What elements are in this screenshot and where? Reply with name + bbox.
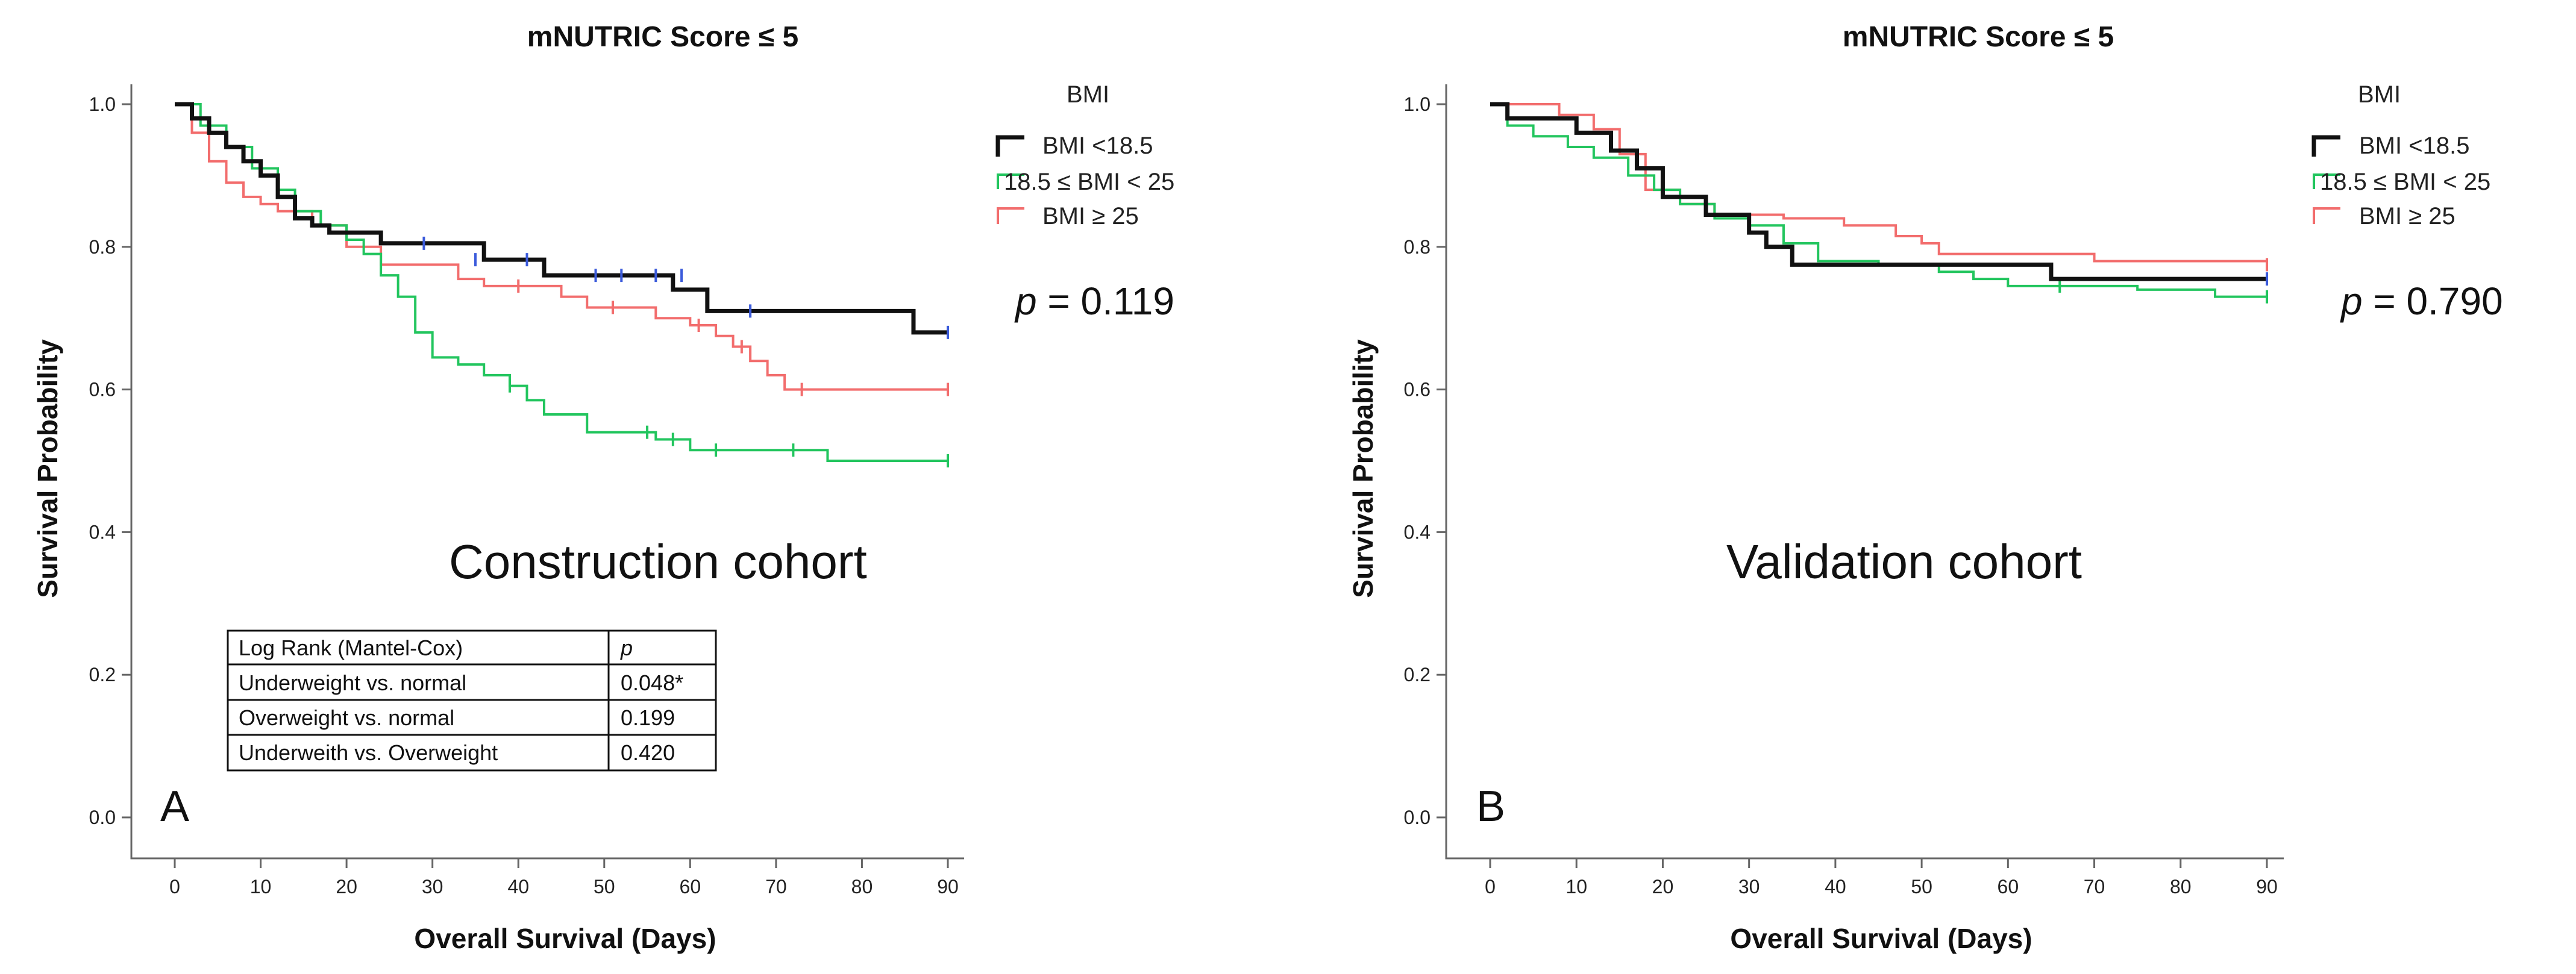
panel-b-y-axis-title: Survival Probability [1347,339,1379,598]
panel-b-cohort-label: Validation cohort [1726,535,2082,588]
x-tick-label: 0 [169,876,180,898]
panel-b-legend-label-normal: 18.5 ≤ BMI < 25 [2320,169,2490,195]
panel-b-x-axis-title: Overall Survival (Days) [1730,923,2032,954]
km-curve-underweight [175,102,948,335]
x-tick-label: 30 [422,876,443,898]
y-tick-label: 0.2 [89,664,116,685]
km-curve-overweight [1490,103,2268,265]
panel-a-legend-swatch-normal [997,173,1024,189]
panel-b-curves [1490,102,2268,304]
panel-b-legend-label-overweight: BMI ≥ 25 [2359,203,2455,229]
panel-a-cohort-label: Construction cohort [449,535,867,588]
y-tick-label: 0.4 [89,521,116,543]
x-tick-label: 50 [594,876,615,898]
x-tick-label: 20 [1652,876,1674,898]
log-rank-table-cell: 0.420 [621,740,675,765]
x-tick-label: 60 [680,876,701,898]
panel-a-ticks: 0 10 20 30 40 50 60 70 80 90 0.0 0.2 0.4 0.6 0.8 1.0 [89,93,959,898]
x-tick-label: 20 [336,876,357,898]
x-tick-label: 10 [250,876,272,898]
log-rank-table-cell: 0.048* [621,670,683,695]
x-tick-label: 90 [937,876,959,898]
x-tick-label: 70 [2084,876,2105,898]
x-tick-label: 80 [2170,876,2192,898]
panel-b-legend-title: BMI [2358,81,2401,108]
panel-b-legend-swatch-normal [2313,173,2340,189]
x-tick-label: 50 [1911,876,1932,898]
km-curve-underweight [1490,102,2267,281]
km-curve-overweight [175,103,948,391]
panel-a-title: mNUTRIC Score ≤ 5 [527,21,798,53]
panel-b-legend-label-underweight: BMI <18.5 [2359,133,2469,159]
panel-b-p-value: p = 0.790 [2340,279,2503,323]
y-tick-label: 0.8 [89,236,116,258]
panel-a-x-axis-title: Overall Survival (Days) [414,923,716,954]
x-tick-label: 40 [1825,876,1846,898]
panel-a-y-axis-title: Survival Probability [32,339,63,598]
y-tick-label: 1.0 [1404,93,1431,115]
log-rank-table-cell: Underweith vs. Overweight [239,740,498,765]
y-tick-label: 0.0 [1404,807,1431,828]
x-tick-label: 10 [1565,876,1587,898]
y-tick-label: 0.0 [89,807,116,828]
panel-b-axes [1445,84,2284,860]
panel-a-legend-label-normal: 18.5 ≤ BMI < 25 [1004,169,1174,195]
panel-a-legend-label-overweight: BMI ≥ 25 [1042,203,1139,229]
x-tick-label: 30 [1738,876,1760,898]
panel-b: mNUTRIC Score ≤ 5 Survival Probability O… [1347,21,2503,954]
panel-b-p-symbol: p [2340,279,2363,323]
panel-a-p-symbol: p [1014,279,1037,323]
log-rank-table-header-p: p [620,635,633,660]
y-tick-label: 0.4 [1404,521,1431,543]
panel-b-legend-swatch-underweight [2311,135,2340,157]
x-tick-label: 0 [1485,876,1496,898]
x-tick-label: 70 [765,876,787,898]
panel-b-p-number: = 0.790 [2363,279,2503,323]
panel-a-legend-swatch-overweight [997,207,1024,224]
y-tick-label: 0.6 [89,379,116,401]
panel-b-ticks: 0 10 20 30 40 50 60 70 80 90 0.0 0.2 0.4 0.6 0.8 1.0 [1404,93,2278,898]
panel-a-legend-title: BMI [1067,81,1109,108]
panel-a-legend-swatch-underweight [995,135,1024,157]
panel-b-legend-swatch-overweight [2313,207,2340,224]
panel-a-p-value: p = 0.119 [1014,279,1174,323]
panel-a-axes [130,84,964,860]
y-tick-label: 0.6 [1404,379,1431,401]
log-rank-table-header-test: Log Rank (Mantel-Cox) [239,635,463,660]
log-rank-table-cell: Underweight vs. normal [239,670,466,695]
panel-a-legend-label-underweight: BMI <18.5 [1042,133,1153,159]
x-tick-label: 40 [507,876,529,898]
y-tick-label: 1.0 [89,93,116,115]
log-rank-table-cell: Overweight vs. normal [239,705,454,730]
km-curve-normal [175,103,948,462]
y-tick-label: 0.2 [1404,664,1431,685]
y-tick-label: 0.8 [1404,236,1431,258]
panel-a-letter: A [160,782,189,831]
panel-a-p-number: = 0.119 [1037,279,1174,323]
panel-a-curves [175,102,949,467]
x-tick-label: 90 [2256,876,2278,898]
log-rank-table-cell: 0.199 [621,705,675,730]
log-rank-table: Log Rank (Mantel-Cox) p Underweight vs. … [227,629,717,772]
panel-a: mNUTRIC Score ≤ 5 Survival Probability O… [32,21,1174,954]
panel-b-letter: B [1476,782,1505,831]
panel-b-title: mNUTRIC Score ≤ 5 [1843,21,2114,53]
x-tick-label: 80 [851,876,873,898]
x-tick-label: 60 [1998,876,2019,898]
